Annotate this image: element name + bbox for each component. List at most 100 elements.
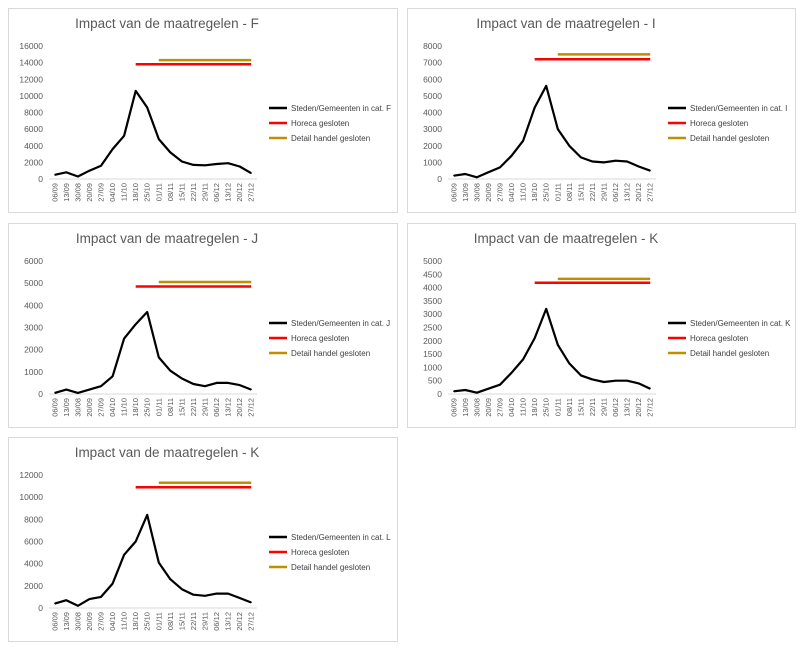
x-tick-label: 06/09 <box>449 398 458 417</box>
y-tick-label: 4500 <box>423 269 442 279</box>
data-point <box>169 578 171 580</box>
data-point <box>215 163 218 165</box>
data-point <box>464 389 466 391</box>
y-tick-label: 3500 <box>423 296 442 306</box>
x-tick-label: 18/10 <box>131 612 140 631</box>
data-point <box>65 171 67 173</box>
data-point <box>510 155 513 157</box>
data-point <box>239 384 241 386</box>
data-point <box>557 344 559 346</box>
x-tick-label: 20/12 <box>634 398 643 417</box>
y-tick-label: 10000 <box>19 91 43 101</box>
x-tick-label: 13/09 <box>62 183 71 202</box>
data-point <box>215 382 218 384</box>
y-tick-label: 3000 <box>423 309 442 319</box>
x-tick-label: 27/12 <box>646 183 655 202</box>
y-tick-label: 2000 <box>24 345 43 355</box>
x-tick-label: 30/08 <box>472 398 481 417</box>
x-tick-label: 13/12 <box>224 398 233 417</box>
data-point <box>487 388 490 390</box>
y-tick-label: 0 <box>437 174 442 184</box>
x-tick-label: 27/09 <box>496 398 505 417</box>
data-point <box>77 605 79 607</box>
series-line <box>54 89 252 178</box>
y-tick-label: 12000 <box>19 470 43 480</box>
data-point <box>626 160 628 163</box>
data-point <box>522 358 524 361</box>
x-tick-label: 08/11 <box>166 183 175 201</box>
y-tick-label: 5000 <box>423 256 442 266</box>
data-point <box>557 128 559 130</box>
x-tick-label: 20/09 <box>85 183 94 202</box>
data-point <box>476 176 478 178</box>
x-tick-label: 11/10 <box>120 398 129 416</box>
legend-label-detail-handel: Detail handel gesloten <box>291 134 370 143</box>
x-tick-label: 01/11 <box>553 398 562 416</box>
data-point <box>158 561 160 564</box>
y-tick-label: 8000 <box>24 514 43 524</box>
chart-l: Impact van de maatregelen - K 0 2000 4000 60… <box>19 445 391 631</box>
x-tick-label: 29/11 <box>600 183 609 201</box>
legend-label-horeca: Horeca gesloten <box>690 334 748 343</box>
data-point <box>100 385 102 387</box>
data-point <box>77 392 79 394</box>
x-tick-label: 15/11 <box>576 398 585 416</box>
x-tick-label: 18/10 <box>530 398 539 417</box>
data-point <box>250 172 252 174</box>
data-point <box>591 378 594 380</box>
data-point <box>204 595 206 597</box>
y-tick-label: 0 <box>437 389 442 399</box>
data-point <box>88 170 91 172</box>
x-tick-label: 06/09 <box>50 612 59 631</box>
x-tick-label: 06/12 <box>212 398 221 417</box>
x-tick-label: 06/12 <box>611 183 620 202</box>
data-point <box>192 383 195 385</box>
series-line <box>453 84 651 179</box>
x-tick-label: 30/08 <box>73 183 82 202</box>
x-tick-label: 04/10 <box>108 183 117 202</box>
legend-label-detail-handel: Detail handel gesloten <box>291 563 370 572</box>
x-tick-label: 06/12 <box>212 183 221 202</box>
y-tick-label: 6000 <box>24 256 43 266</box>
legend-label-detail-handel: Detail handel gesloten <box>291 349 370 358</box>
legend-label-series: Steden/Gemeenten in cat. J <box>291 319 390 328</box>
data-point <box>88 598 91 600</box>
data-point <box>65 388 67 391</box>
data-point <box>54 392 56 394</box>
x-tick-label: 06/12 <box>212 612 221 631</box>
data-point <box>88 388 91 391</box>
y-tick-label: 10000 <box>19 492 43 502</box>
y-tick-label: 3000 <box>423 124 442 134</box>
x-tick-label: 20/12 <box>634 183 643 202</box>
data-point <box>111 583 114 585</box>
data-point <box>111 375 114 377</box>
data-point <box>158 356 160 359</box>
data-point <box>453 175 455 177</box>
data-point <box>250 601 252 604</box>
data-point <box>181 588 183 590</box>
data-point <box>146 311 148 313</box>
y-tick-label: 2500 <box>423 323 442 333</box>
y-tick-label: 2000 <box>423 141 442 151</box>
data-point <box>123 337 125 340</box>
y-tick-label: 2000 <box>423 336 442 346</box>
series-line <box>453 307 651 394</box>
x-tick-label: 27/12 <box>646 398 655 417</box>
x-tick-label: 01/11 <box>553 183 562 201</box>
data-point <box>135 90 137 92</box>
x-tick-label: 04/10 <box>507 398 516 417</box>
x-tick-label: 29/11 <box>600 398 609 416</box>
y-tick-label: 0 <box>38 174 43 184</box>
legend-label-horeca: Horeca gesloten <box>291 548 349 557</box>
data-point <box>649 388 651 390</box>
legend-label-series: Steden/Gemeenten in cat. F <box>291 104 391 113</box>
data-point <box>146 514 148 516</box>
data-point <box>603 381 605 383</box>
x-tick-label: 11/10 <box>120 612 129 630</box>
x-tick-label: 08/11 <box>166 612 175 630</box>
x-tick-label: 25/10 <box>143 398 152 417</box>
data-point <box>192 164 195 166</box>
data-point <box>215 592 218 595</box>
x-tick-label: 04/10 <box>507 183 516 202</box>
data-point <box>100 165 102 167</box>
